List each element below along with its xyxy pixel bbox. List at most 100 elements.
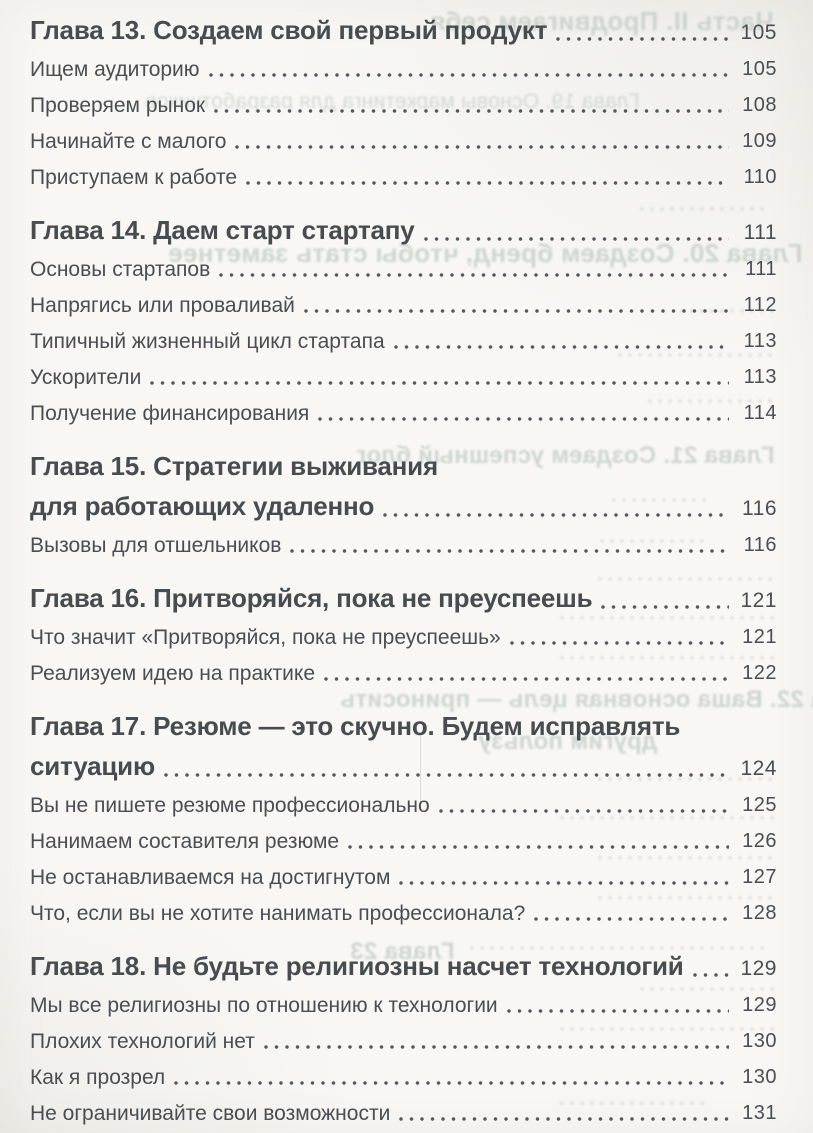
- toc-entry-label: Ускорители: [30, 366, 142, 389]
- toc-chapter-heading: Глава 13. Создаем свой первый продукт 105: [30, 6, 777, 46]
- toc-entry: Не ограничивайте свои возможности 131: [30, 1090, 777, 1126]
- toc-chapter-heading: для работающих удаленно 116: [30, 482, 777, 522]
- chapter-title: Глава 16. Притворяйся, пока не преуспееш…: [30, 583, 593, 613]
- dot-leader: [556, 36, 729, 42]
- toc-entry: Что, если вы не хотите нанимать професси…: [30, 890, 777, 926]
- dot-leader: [692, 972, 729, 978]
- toc-entry-page-number: 130: [742, 1066, 777, 1088]
- chapter-page-number: 105: [740, 21, 777, 44]
- toc-entry: Получение финансирования 114: [30, 390, 777, 426]
- toc-entry: Как я прозрел 130: [30, 1054, 777, 1090]
- toc-entry: Основы стартапов 111: [30, 246, 777, 282]
- chapter-page-number: 129: [740, 957, 777, 980]
- dot-leader: [214, 108, 729, 114]
- toc-entry-label: Нанимаем составителя резюме: [30, 830, 340, 853]
- toc-entry-label: Плохих технологий нет: [30, 1030, 255, 1053]
- toc-chapter-heading: Глава 16. Притворяйся, пока не преуспееш…: [30, 574, 777, 614]
- toc-entry-page-number: 105: [742, 58, 777, 80]
- toc-entry-page-number: 131: [742, 1102, 777, 1124]
- dot-leader: [383, 512, 729, 518]
- toc-entry-label: Основы стартапов: [30, 258, 211, 281]
- toc-entry: Проверяем рынок 108: [30, 82, 777, 118]
- toc-entry-label: Проверяем рынок: [30, 94, 206, 117]
- toc-entry: Не останавливаемся на достигнутом 127: [30, 854, 777, 890]
- toc-entry: Нанимаем составителя резюме 126: [30, 818, 777, 854]
- toc-entry: Что значит «Притворяйся, пока не преуспе…: [30, 614, 777, 650]
- toc-entry-label: Что, если вы не хотите нанимать професси…: [30, 902, 526, 925]
- toc-entry: Типичный жизненный цикл стартапа 113: [30, 318, 777, 354]
- toc-entry: Мы все религиозны по отношению к техноло…: [30, 982, 777, 1018]
- toc-entry-label: Реализуем идею на практике: [30, 662, 315, 685]
- toc-entry-page-number: 116: [743, 534, 777, 556]
- dot-leader: [163, 772, 729, 778]
- toc-section: Глава 16. Притворяйся, пока не преуспееш…: [30, 574, 777, 686]
- chapter-title: Глава 14. Даем старт стартапу: [30, 215, 415, 245]
- chapter-page-number: 121: [740, 589, 777, 612]
- toc-entry-page-number: 112: [743, 294, 777, 316]
- dot-leader: [208, 72, 729, 78]
- toc-entry-page-number: 125: [742, 794, 777, 816]
- dot-leader: [263, 1044, 729, 1050]
- toc-entry-page-number: 108: [742, 94, 777, 116]
- toc-section: Глава 13. Создаем свой первый продукт 105…: [30, 6, 777, 190]
- toc-entry-label: Не останавливаемся на достигнутом: [30, 866, 391, 889]
- toc-entry-label: Вы не пишете резюме профессионально: [30, 794, 430, 817]
- toc-entry-label: Как я прозрел: [30, 1066, 166, 1089]
- dot-leader: [303, 308, 729, 314]
- dot-leader: [438, 808, 729, 814]
- toc-entry: Плохих технологий нет 130: [30, 1018, 777, 1054]
- chapter-page-number: 111: [743, 221, 777, 244]
- chapter-page-number: 116: [742, 497, 777, 520]
- toc-chapter-heading: Глава 15. Стратегии выживания: [30, 442, 777, 482]
- chapter-title: Глава 13. Создаем свой первый продукт: [30, 15, 548, 45]
- toc-entry-page-number: 110: [743, 166, 777, 188]
- dot-leader: [150, 380, 729, 386]
- toc-entry: Вызовы для отшельников 116: [30, 522, 777, 558]
- toc-entry-label: Вызовы для отшельников: [30, 534, 282, 557]
- toc-entry: Приступаем к работе 110: [30, 154, 777, 190]
- toc-entry-label: Не ограничивайте свои возможности: [30, 1102, 391, 1125]
- dot-leader: [235, 144, 729, 150]
- toc-entry-page-number: 113: [743, 330, 777, 352]
- dot-leader: [290, 548, 729, 554]
- toc-entry-page-number: 127: [742, 866, 777, 888]
- dot-leader: [393, 344, 729, 350]
- chapter-title: Глава 18. Не будьте религиозны насчет те…: [30, 951, 684, 981]
- toc-entry-page-number: 126: [742, 830, 777, 852]
- toc-entry-page-number: 121: [742, 626, 777, 648]
- chapter-title: Глава 15. Стратегии выживания: [30, 451, 438, 481]
- toc-entry-page-number: 128: [742, 902, 777, 924]
- dot-leader: [506, 1008, 729, 1014]
- dot-leader: [348, 844, 729, 850]
- toc-chapter-heading: ситуацию 124: [30, 742, 777, 782]
- toc-entry-label: Напрягись или проваливай: [30, 294, 295, 317]
- toc-entry-label: Приступаем к работе: [30, 166, 238, 189]
- toc-entry-page-number: 130: [742, 1030, 777, 1052]
- chapter-title: ситуацию: [30, 751, 155, 781]
- dot-leader: [246, 180, 729, 186]
- dot-leader: [601, 604, 729, 610]
- toc-section: Глава 14. Даем старт стартапу 111 Основы с…: [30, 206, 777, 426]
- dot-leader: [219, 272, 729, 278]
- toc-entry-page-number: 114: [743, 402, 777, 424]
- dot-leader: [399, 1116, 729, 1122]
- toc-entry-label: Мы все религиозны по отношению к техноло…: [30, 994, 498, 1017]
- dot-leader: [534, 916, 729, 922]
- toc-entry: Напрягись или проваливай 112: [30, 282, 777, 318]
- dot-leader: [399, 880, 729, 886]
- toc-entry-page-number: 122: [742, 662, 777, 684]
- toc-entry-label: Получение финансирования: [30, 402, 310, 425]
- toc-entry-page-number: 109: [742, 130, 777, 152]
- toc-chapter-heading: Глава 17. Резюме — это скучно. Будем исп…: [30, 702, 777, 742]
- dot-leader: [318, 416, 729, 422]
- dot-leader: [423, 236, 729, 242]
- toc-section: Глава 15. Стратегии выживания для работаю…: [30, 442, 777, 558]
- toc-entry-page-number: 113: [743, 366, 777, 388]
- chapter-title: для работающих удаленно: [30, 491, 375, 521]
- toc-section: Глава 18. Не будьте религиозны насчет те…: [30, 942, 777, 1126]
- chapter-page-number: 124: [740, 757, 777, 780]
- dot-leader: [324, 676, 729, 682]
- toc-section: Глава 17. Резюме — это скучно. Будем исп…: [30, 702, 777, 926]
- toc-chapter-heading: Глава 18. Не будьте религиозны насчет те…: [30, 942, 777, 982]
- toc-entry-label: Что значит «Притворяйся, пока не преуспе…: [30, 626, 501, 649]
